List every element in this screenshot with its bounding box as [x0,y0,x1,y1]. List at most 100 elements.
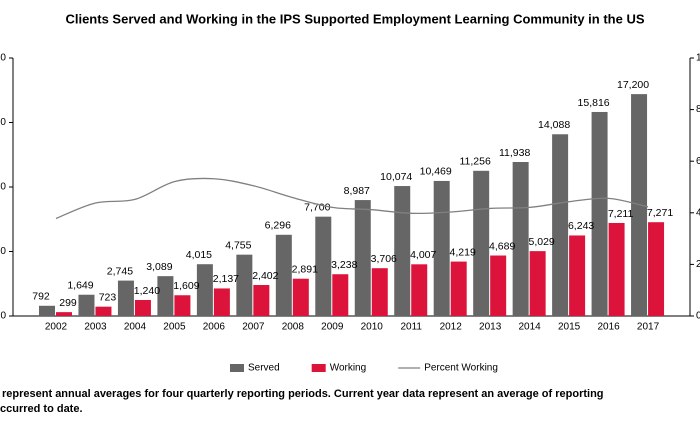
bar [473,170,490,316]
bar [213,288,230,316]
value-label: 8,987 [344,185,370,197]
bar [512,161,529,316]
y-tick-label: 10000 [0,182,6,193]
bar [157,276,174,316]
bar [608,222,625,316]
y2-tick-label: 60 [696,156,700,167]
x-tick-label: 2012 [440,322,463,333]
bar [196,264,213,316]
value-label: 1,649 [67,280,93,292]
value-label: 723 [99,291,117,303]
value-label: 7,211 [608,208,634,220]
y2-tick-label: 0 [696,311,700,322]
value-label: 11,938 [499,147,530,159]
bar [450,261,467,316]
value-label: 4,755 [225,239,251,251]
x-tick-label: 2006 [203,322,226,333]
x-tick-label: 2005 [163,322,186,333]
value-label: 2,891 [292,263,318,275]
bar [552,134,569,316]
bar [292,278,309,316]
value-label: 1,609 [173,280,199,292]
chart-title: Clients Served and Working in the IPS Su… [65,11,644,26]
value-label: 2,137 [213,273,239,285]
x-tick-label: 2009 [321,322,344,333]
y-tick-label: 15000 [0,117,6,128]
value-label: 7,271 [647,207,673,219]
bar [490,255,507,316]
y-tick-label: 20000 [0,53,6,64]
value-label: 3,238 [331,259,357,271]
bar [174,295,191,316]
value-label: 1,240 [134,285,160,297]
value-label: 11,256 [459,156,490,168]
value-label: 6,296 [265,220,291,232]
value-label: 6,243 [568,220,594,232]
bar [56,312,72,316]
x-tick-label: 2007 [242,322,265,333]
y-tick-label: 5000 [0,246,6,257]
bar [236,254,253,316]
bar [433,180,450,316]
footnote: ccurred to date. [0,403,83,415]
bar [648,222,665,316]
legend-label: Percent Working [424,363,498,374]
value-label: 299 [59,297,77,309]
bar [394,186,411,316]
bar [253,285,270,316]
value-label: 3,706 [371,253,397,265]
y-tick-label: 0 [0,311,6,322]
bar [95,306,112,316]
value-label: 4,007 [410,249,436,261]
x-tick-label: 2008 [282,322,305,333]
legend-swatch [230,364,244,372]
bar [117,280,134,316]
bar [275,234,292,316]
value-label: 3,089 [146,261,172,273]
footnote: represent annual averages for four quart… [2,388,604,400]
value-label: 4,015 [186,249,212,261]
value-label: 7,700 [304,201,330,213]
x-tick-label: 2003 [84,322,107,333]
bar [134,300,151,316]
bar [411,264,428,316]
x-tick-label: 2016 [597,322,620,333]
x-tick-label: 2014 [519,322,542,333]
y2-tick-label: 80 [696,104,700,115]
x-tick-label: 2017 [637,322,660,333]
value-label: 10,469 [420,166,452,178]
value-label: 2,745 [107,265,133,277]
value-label: 4,219 [450,246,476,258]
value-label: 14,088 [538,119,570,131]
bar [315,216,332,316]
value-label: 4,689 [489,240,515,252]
bar [371,268,388,316]
legend-label: Served [248,363,280,374]
legend-label: Working [330,363,367,374]
x-tick-label: 2015 [558,322,581,333]
y2-tick-label: 100 [696,53,700,64]
value-label: 792 [32,291,50,303]
value-label: 5,029 [528,236,554,248]
y2-tick-label: 20 [696,259,700,270]
bar [569,235,586,316]
line [55,177,649,220]
value-label: 17,200 [617,79,649,91]
value-label: 15,816 [578,97,610,109]
x-tick-label: 2004 [124,322,147,333]
bar [332,274,349,316]
x-tick-label: 2013 [479,322,502,333]
x-tick-label: 2002 [45,322,68,333]
bar [529,251,546,316]
value-label: 2,402 [252,270,278,282]
bar [78,294,95,316]
bar [354,200,371,316]
bar [39,305,55,316]
bar [591,111,608,316]
value-label: 10,074 [380,171,412,183]
x-tick-label: 2011 [400,322,422,333]
legend-swatch [311,364,326,372]
x-tick-label: 2010 [361,322,384,333]
y2-tick-label: 40 [696,207,700,218]
